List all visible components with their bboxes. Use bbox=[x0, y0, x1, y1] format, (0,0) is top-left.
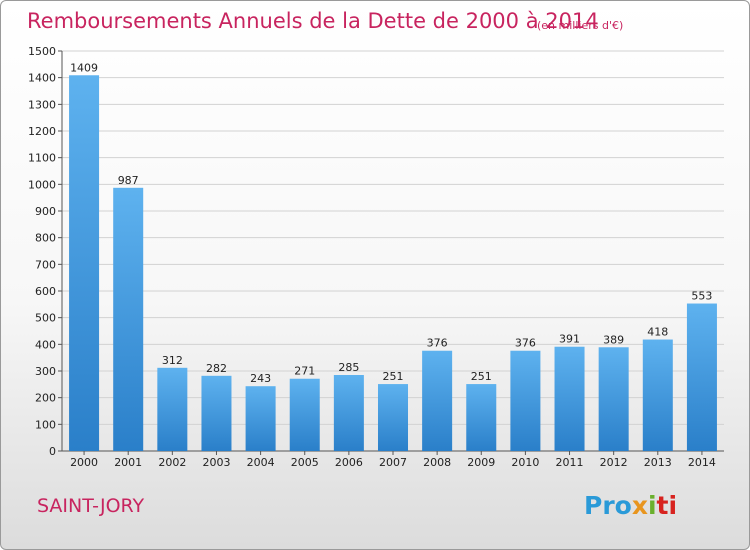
y-tick-label: 700 bbox=[35, 258, 56, 271]
logo-part: i bbox=[647, 491, 657, 520]
y-tick-label: 1000 bbox=[28, 178, 56, 191]
bar bbox=[466, 384, 497, 451]
bar bbox=[333, 375, 364, 451]
y-tick-label: 200 bbox=[35, 392, 56, 405]
bar-value-label: 282 bbox=[206, 362, 227, 375]
bar bbox=[510, 350, 541, 451]
x-tick-label: 2006 bbox=[335, 456, 363, 469]
x-tick-label: 2010 bbox=[511, 456, 539, 469]
logo-part: ti bbox=[656, 491, 678, 520]
y-tick-label: 1500 bbox=[28, 45, 56, 58]
bar bbox=[113, 187, 144, 452]
bar bbox=[686, 303, 717, 451]
x-tick-label: 2012 bbox=[600, 456, 628, 469]
bar-value-label: 271 bbox=[294, 365, 315, 378]
proxiti-logo[interactable]: Proxiti bbox=[584, 491, 677, 520]
y-tick-label: 300 bbox=[35, 365, 56, 378]
logo-part: x bbox=[631, 491, 648, 520]
x-tick-label: 2009 bbox=[467, 456, 495, 469]
y-tick-label: 600 bbox=[35, 285, 56, 298]
bar-value-label: 312 bbox=[162, 354, 183, 367]
x-tick-label: 2014 bbox=[688, 456, 716, 469]
city-name: SAINT-JORY bbox=[37, 495, 145, 517]
y-tick-label: 400 bbox=[35, 338, 56, 351]
y-tick-label: 1200 bbox=[28, 125, 56, 138]
y-tick-label: 800 bbox=[35, 232, 56, 245]
bar bbox=[598, 347, 629, 451]
y-tick-label: 100 bbox=[35, 418, 56, 431]
bar bbox=[642, 339, 673, 451]
bar bbox=[289, 378, 320, 451]
x-tick-label: 2002 bbox=[158, 456, 186, 469]
y-tick-label: 1300 bbox=[28, 98, 56, 111]
bar-value-label: 251 bbox=[383, 370, 404, 383]
x-tick-label: 2013 bbox=[644, 456, 672, 469]
bar-value-label: 251 bbox=[471, 370, 492, 383]
chart-title: Remboursements Annuels de la Dette de 20… bbox=[27, 9, 599, 33]
x-tick-label: 2000 bbox=[70, 456, 98, 469]
y-tick-label: 900 bbox=[35, 205, 56, 218]
logo-part: Pro bbox=[584, 491, 632, 520]
x-tick-label: 2007 bbox=[379, 456, 407, 469]
bar-value-label: 285 bbox=[338, 361, 359, 374]
bar-value-label: 391 bbox=[559, 333, 580, 346]
bar bbox=[201, 375, 232, 451]
y-tick-label: 0 bbox=[49, 445, 56, 458]
bar-value-label: 389 bbox=[603, 333, 624, 346]
bar bbox=[422, 350, 453, 451]
bar bbox=[245, 386, 276, 451]
bar-value-label: 987 bbox=[118, 174, 139, 187]
x-tick-label: 2011 bbox=[556, 456, 584, 469]
labels: 0 100 200 300 400 500 600 700 800 900 1000 1100 1200… bbox=[28, 45, 716, 469]
x-tick-label: 2008 bbox=[423, 456, 451, 469]
bar-value-label: 376 bbox=[515, 337, 536, 350]
bar bbox=[157, 367, 188, 451]
bar bbox=[377, 384, 409, 451]
bar-value-label: 553 bbox=[691, 290, 712, 303]
bar-value-label: 243 bbox=[250, 372, 271, 385]
x-tick-label: 2003 bbox=[202, 456, 230, 469]
chart-subtitle: (en milliers d'€) bbox=[537, 19, 624, 32]
bar bbox=[554, 346, 585, 451]
bar-value-label: 1409 bbox=[70, 61, 98, 74]
bar bbox=[69, 75, 100, 452]
x-tick-label: 2001 bbox=[114, 456, 142, 469]
y-tick-label: 1400 bbox=[28, 72, 56, 85]
x-tick-label: 2005 bbox=[291, 456, 319, 469]
bars bbox=[69, 75, 717, 452]
bar-value-label: 418 bbox=[647, 326, 668, 339]
y-tick-label: 1100 bbox=[28, 152, 56, 165]
x-tick-label: 2004 bbox=[247, 456, 275, 469]
y-tick-label: 500 bbox=[35, 312, 56, 325]
bar-value-label: 376 bbox=[427, 337, 448, 350]
